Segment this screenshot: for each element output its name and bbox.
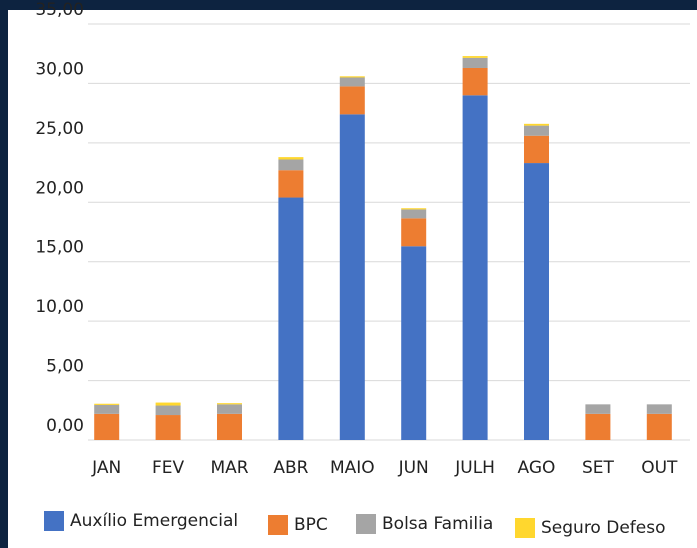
bar-segment	[217, 413, 242, 440]
bar-segment	[462, 95, 488, 441]
bar-segment	[217, 403, 242, 405]
y-tick-label: 15,00	[35, 238, 84, 258]
bar-segment	[646, 404, 672, 414]
y-tick-label: 20,00	[35, 178, 84, 198]
bar-segment	[524, 163, 549, 440]
bar-segment	[524, 123, 549, 126]
x-tick-label: SET	[582, 458, 615, 478]
bar-segment	[278, 170, 304, 198]
bar-segment	[524, 135, 549, 164]
legend-swatch	[356, 514, 376, 534]
bar-segment	[94, 413, 120, 440]
legend-label: Seguro Defeso	[541, 518, 666, 538]
x-tick-label: MAIO	[330, 458, 375, 478]
x-tick-label: JULH	[454, 458, 495, 478]
y-tick-label: 35,00	[35, 0, 84, 20]
bar-segment	[401, 218, 427, 247]
bar-segment	[217, 404, 242, 414]
bar-segment	[94, 403, 120, 405]
bar-segment	[278, 157, 304, 160]
bar-segment	[646, 413, 672, 440]
y-tick-label: 5,00	[46, 357, 84, 377]
bar-segment	[94, 404, 120, 414]
legend-label: Auxílio Emergencial	[70, 511, 238, 531]
bar-segment	[585, 404, 611, 414]
bar-segment	[401, 208, 427, 210]
bar-segment	[155, 405, 181, 416]
x-tick-label: FEV	[152, 458, 185, 478]
legend-swatch	[515, 518, 535, 538]
bar-segment	[462, 56, 488, 58]
legend-label: Bolsa Familia	[382, 514, 493, 534]
x-tick-label: ABR	[273, 458, 308, 478]
bar-segment	[155, 415, 181, 440]
legend-swatch	[44, 511, 64, 531]
x-tick-label: MAR	[210, 458, 248, 478]
x-tick-label: JUN	[398, 458, 429, 478]
bar-segment	[339, 114, 365, 441]
bar-segment	[401, 246, 427, 440]
y-tick-label: 0,00	[46, 416, 84, 436]
y-tick-label: 25,00	[35, 119, 84, 139]
bar-segment	[524, 125, 549, 136]
bar-segment	[339, 76, 365, 78]
x-tick-label: AGO	[518, 458, 556, 478]
bar-segment	[155, 402, 181, 406]
bar-segment	[339, 86, 365, 115]
legend-label: BPC	[294, 515, 328, 535]
bar-segment	[401, 209, 427, 219]
bar-segment	[462, 67, 488, 96]
frame	[0, 524, 8, 548]
x-tick-label: OUT	[641, 458, 678, 478]
bar-segment	[278, 159, 304, 171]
y-tick-label: 10,00	[35, 297, 84, 317]
y-tick-label: 30,00	[35, 59, 84, 79]
legend-swatch	[268, 515, 288, 535]
x-tick-label: JAN	[91, 458, 121, 478]
bar-segment	[585, 413, 611, 440]
bar-segment	[278, 197, 304, 440]
bar-segment	[339, 77, 365, 87]
bar-segment	[462, 57, 488, 68]
